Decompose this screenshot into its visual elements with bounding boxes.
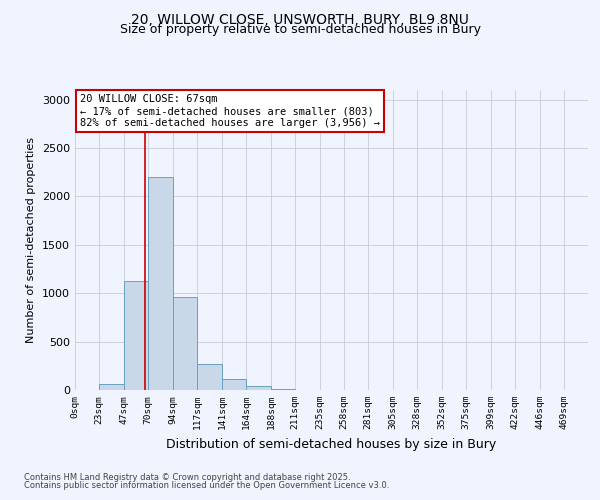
Bar (124, 280, 148, 390)
Bar (222, 380, 246, 390)
X-axis label: Distribution of semi-detached houses by size in Bury: Distribution of semi-detached houses by … (166, 438, 497, 450)
Text: Contains public sector information licensed under the Open Government Licence v3: Contains public sector information licen… (24, 482, 389, 490)
Text: Size of property relative to semi-detached houses in Bury: Size of property relative to semi-detach… (119, 22, 481, 36)
Bar (173, 297, 197, 390)
Text: 20 WILLOW CLOSE: 67sqm
← 17% of semi-detached houses are smaller (803)
82% of se: 20 WILLOW CLOSE: 67sqm ← 17% of semi-det… (80, 94, 380, 128)
Text: 20, WILLOW CLOSE, UNSWORTH, BURY, BL9 8NU: 20, WILLOW CLOSE, UNSWORTH, BURY, BL9 8N… (131, 12, 469, 26)
Bar (197, 364, 222, 390)
Bar (148, 177, 173, 390)
Bar (271, 389, 295, 390)
Y-axis label: Number of semi-detached properties: Number of semi-detached properties (26, 137, 37, 343)
Bar (246, 386, 271, 390)
Text: Contains HM Land Registry data © Crown copyright and database right 2025.: Contains HM Land Registry data © Crown c… (24, 472, 350, 482)
Bar (99, 384, 124, 390)
